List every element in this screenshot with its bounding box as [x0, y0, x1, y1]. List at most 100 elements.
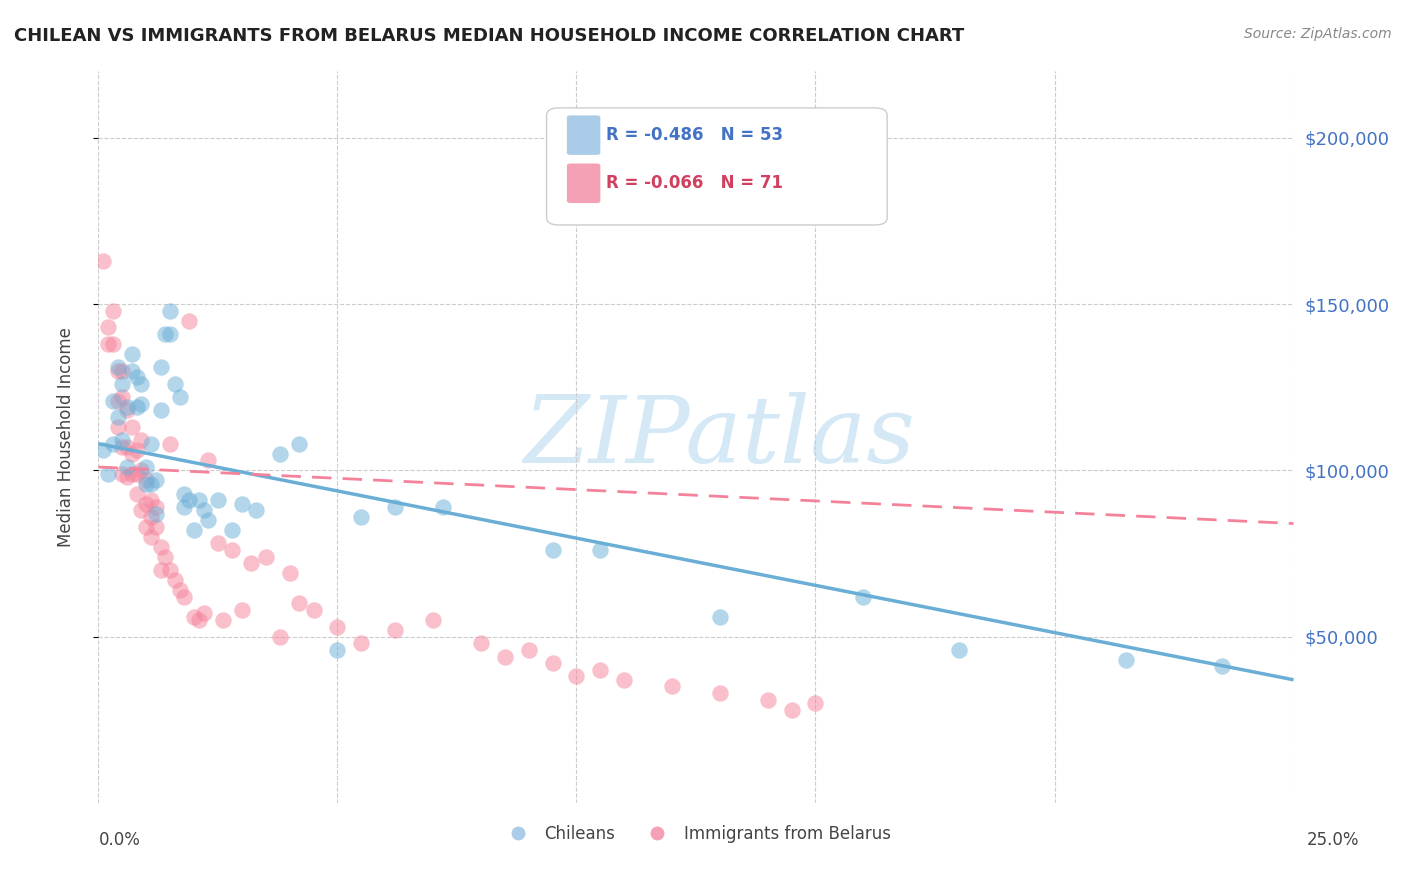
FancyBboxPatch shape — [567, 115, 600, 155]
Point — [135, 497, 157, 511]
Text: 25.0%: 25.0% — [1306, 831, 1360, 849]
Point — [709, 609, 731, 624]
Point — [139, 493, 162, 508]
Point — [125, 400, 148, 414]
Point — [179, 314, 201, 328]
Point — [187, 613, 209, 627]
Point — [169, 582, 191, 597]
Point — [91, 443, 114, 458]
Point — [187, 493, 209, 508]
Text: R = -0.066   N = 71: R = -0.066 N = 71 — [606, 174, 783, 193]
Point — [111, 390, 134, 404]
Point — [107, 410, 129, 425]
Point — [326, 643, 349, 657]
Point — [1115, 653, 1137, 667]
Point — [107, 420, 129, 434]
Point — [149, 563, 172, 577]
Point — [115, 460, 138, 475]
Point — [269, 447, 291, 461]
Point — [350, 636, 373, 650]
Point — [302, 603, 325, 617]
Point — [852, 590, 875, 604]
Point — [661, 680, 683, 694]
Point — [155, 326, 177, 341]
Point — [135, 460, 157, 475]
Point — [149, 403, 172, 417]
Point — [139, 530, 162, 544]
Point — [145, 507, 167, 521]
Point — [101, 436, 124, 450]
Point — [115, 440, 138, 454]
Point — [163, 573, 186, 587]
Point — [139, 476, 162, 491]
Point — [159, 303, 181, 318]
Point — [384, 500, 406, 514]
Point — [541, 543, 564, 558]
FancyBboxPatch shape — [547, 108, 887, 225]
Point — [470, 636, 492, 650]
Point — [804, 696, 827, 710]
Text: R = -0.486   N = 53: R = -0.486 N = 53 — [606, 126, 783, 145]
Point — [145, 500, 167, 514]
Point — [121, 363, 143, 377]
Point — [422, 613, 444, 627]
Point — [173, 500, 195, 514]
FancyBboxPatch shape — [567, 163, 600, 203]
Point — [131, 434, 153, 448]
Point — [111, 376, 134, 391]
Point — [278, 566, 301, 581]
Point — [131, 376, 153, 391]
Point — [207, 493, 229, 508]
Point — [111, 434, 134, 448]
Point — [173, 486, 195, 500]
Point — [155, 549, 177, 564]
Point — [193, 607, 215, 621]
Point — [91, 253, 114, 268]
Point — [107, 363, 129, 377]
Text: CHILEAN VS IMMIGRANTS FROM BELARUS MEDIAN HOUSEHOLD INCOME CORRELATION CHART: CHILEAN VS IMMIGRANTS FROM BELARUS MEDIA… — [14, 27, 965, 45]
Text: 0.0%: 0.0% — [98, 831, 141, 849]
Point — [494, 649, 516, 664]
Point — [163, 376, 186, 391]
Point — [613, 673, 636, 687]
Point — [97, 467, 120, 481]
Point — [541, 656, 564, 670]
Y-axis label: Median Household Income: Median Household Income — [56, 327, 75, 547]
Point — [97, 320, 120, 334]
Point — [245, 503, 267, 517]
Point — [1211, 659, 1233, 673]
Point — [101, 303, 124, 318]
Point — [948, 643, 970, 657]
Point — [139, 509, 162, 524]
Point — [193, 503, 215, 517]
Point — [169, 390, 191, 404]
Point — [197, 453, 219, 467]
Legend: Chileans, Immigrants from Belarus: Chileans, Immigrants from Belarus — [495, 818, 897, 849]
Point — [221, 543, 243, 558]
Point — [121, 447, 143, 461]
Point — [756, 692, 779, 706]
Point — [125, 486, 148, 500]
Point — [350, 509, 373, 524]
Point — [149, 540, 172, 554]
Point — [589, 543, 612, 558]
Point — [131, 463, 153, 477]
Point — [780, 703, 803, 717]
Point — [101, 337, 124, 351]
Point — [159, 563, 181, 577]
Point — [111, 363, 134, 377]
Point — [159, 436, 181, 450]
Point — [121, 467, 143, 481]
Point — [135, 520, 157, 534]
Point — [231, 497, 253, 511]
Point — [269, 630, 291, 644]
Point — [121, 347, 143, 361]
Point — [159, 326, 181, 341]
Point — [121, 420, 143, 434]
Point — [211, 613, 233, 627]
Point — [384, 623, 406, 637]
Point — [107, 360, 129, 375]
Point — [115, 403, 138, 417]
Point — [288, 596, 311, 610]
Point — [432, 500, 454, 514]
